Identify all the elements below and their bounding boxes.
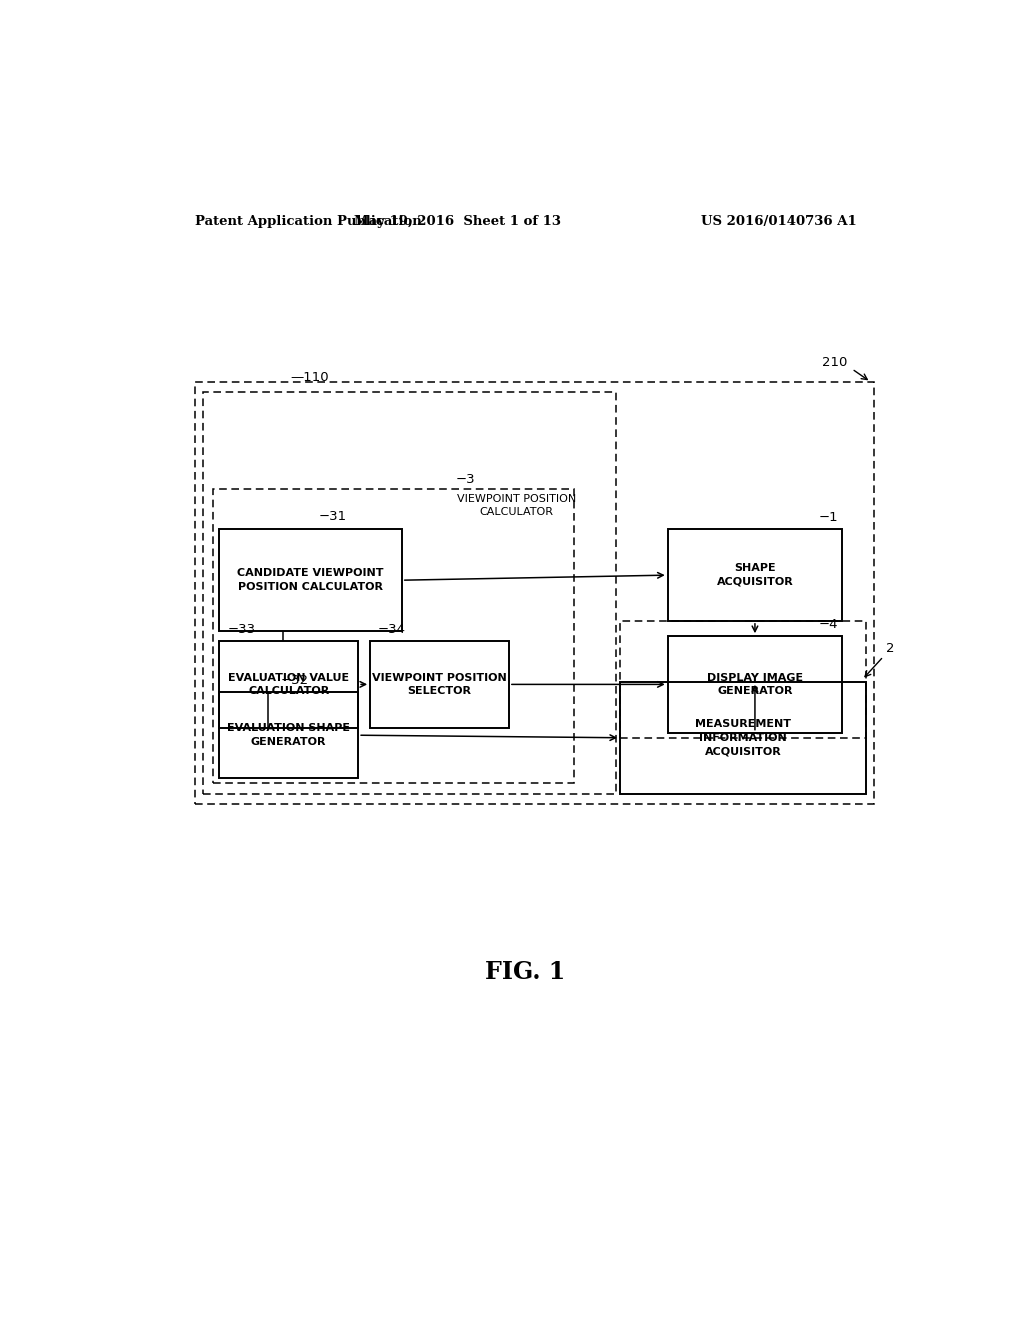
- Bar: [219, 642, 358, 727]
- Text: FIG. 1: FIG. 1: [484, 960, 565, 983]
- Bar: [204, 392, 616, 793]
- Bar: [668, 636, 842, 733]
- Bar: [370, 642, 509, 727]
- Text: SHAPE
ACQUISITOR: SHAPE ACQUISITOR: [717, 564, 794, 587]
- Text: DISPLAY IMAGE
GENERATOR: DISPLAY IMAGE GENERATOR: [707, 673, 803, 696]
- Text: VIEWPOINT POSITION
CALCULATOR: VIEWPOINT POSITION CALCULATOR: [458, 494, 577, 517]
- Text: −32: −32: [281, 675, 309, 686]
- Text: EVALUATION VALUE
CALCULATOR: EVALUATION VALUE CALCULATOR: [228, 673, 349, 696]
- Text: EVALUATION SHAPE
GENERATOR: EVALUATION SHAPE GENERATOR: [227, 723, 350, 747]
- Text: 210: 210: [821, 356, 847, 368]
- Text: −4: −4: [819, 618, 839, 631]
- Text: −31: −31: [318, 511, 346, 523]
- Text: —110: —110: [291, 371, 330, 384]
- Text: −1: −1: [818, 511, 839, 524]
- Bar: [196, 381, 874, 804]
- Text: MEASUREMENT
INFORMATION
ACQUISITOR: MEASUREMENT INFORMATION ACQUISITOR: [695, 719, 792, 756]
- Text: May 19, 2016  Sheet 1 of 13: May 19, 2016 Sheet 1 of 13: [354, 215, 561, 228]
- Bar: [219, 529, 401, 631]
- Text: VIEWPOINT POSITION
SELECTOR: VIEWPOINT POSITION SELECTOR: [372, 673, 507, 696]
- Bar: [213, 488, 574, 784]
- Text: Patent Application Publication: Patent Application Publication: [196, 215, 422, 228]
- Text: US 2016/0140736 A1: US 2016/0140736 A1: [700, 215, 857, 228]
- Text: −34: −34: [378, 623, 406, 636]
- Text: −33: −33: [227, 623, 255, 636]
- Bar: [219, 692, 358, 779]
- Bar: [620, 682, 866, 793]
- Text: 2: 2: [886, 643, 894, 656]
- Bar: [620, 620, 866, 738]
- Text: −3: −3: [456, 473, 475, 486]
- Bar: [668, 529, 842, 620]
- Text: CANDIDATE VIEWPOINT
POSITION CALCULATOR: CANDIDATE VIEWPOINT POSITION CALCULATOR: [238, 569, 384, 591]
